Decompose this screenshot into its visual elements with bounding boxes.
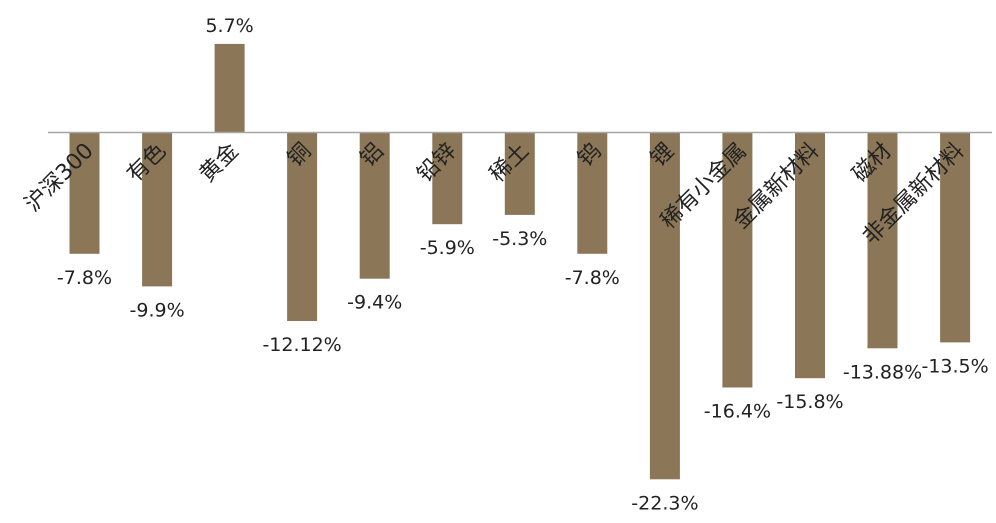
bar-1 — [142, 132, 173, 287]
value-label-9: -16.4% — [704, 401, 771, 423]
value-label-12: -13.5% — [921, 355, 988, 377]
value-label-2: 5.7% — [205, 15, 253, 37]
value-label-1: -9.9% — [130, 299, 185, 321]
bar-8 — [649, 132, 680, 480]
bars-group — [69, 43, 971, 480]
bar-4 — [359, 132, 390, 279]
value-label-8: -22.3% — [631, 492, 698, 514]
bar-12 — [940, 132, 971, 343]
bar-11 — [867, 132, 898, 349]
value-label-11: -13.88% — [843, 361, 922, 383]
value-label-10: -15.8% — [776, 391, 843, 413]
bar-0 — [69, 132, 100, 254]
bar-7 — [577, 132, 608, 254]
category-label-2: 黄金 — [195, 139, 244, 188]
value-label-0: -7.8% — [57, 267, 112, 289]
bar-9 — [722, 132, 753, 388]
value-label-7: -7.8% — [565, 267, 620, 289]
value-labels-group: -7.8% -9.9% 5.7% -12.12% -9.4% -5.9% -5.3% -7.8… — [57, 15, 989, 514]
value-label-6: -5.3% — [492, 228, 547, 250]
bar-10 — [795, 132, 825, 379]
value-label-3: -12.12% — [262, 334, 341, 356]
bar-3 — [287, 132, 318, 321]
bar-2 — [214, 43, 245, 133]
bar-5 — [432, 132, 463, 225]
bar-6 — [504, 132, 535, 215]
value-label-4: -9.4% — [347, 292, 402, 314]
value-label-5: -5.9% — [420, 237, 475, 259]
